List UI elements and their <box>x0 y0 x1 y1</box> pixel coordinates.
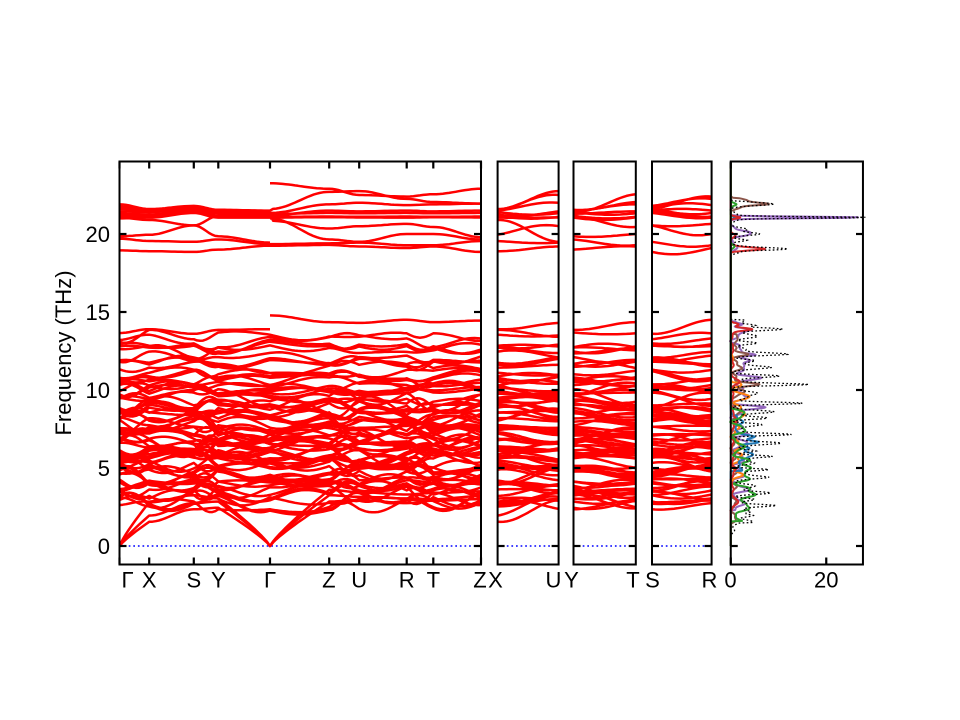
svg-text:0: 0 <box>98 534 110 559</box>
svg-text:20: 20 <box>814 568 838 593</box>
svg-text:Y: Y <box>564 568 579 593</box>
svg-text:R: R <box>702 568 718 593</box>
svg-text:Γ: Γ <box>264 568 276 593</box>
svg-text:U: U <box>546 568 562 593</box>
svg-text:T: T <box>626 568 639 593</box>
svg-text:S: S <box>186 568 201 593</box>
svg-text:5: 5 <box>98 456 110 481</box>
svg-text:Γ: Γ <box>121 568 133 593</box>
svg-text:U: U <box>351 568 367 593</box>
svg-text:S: S <box>645 568 660 593</box>
svg-text:20: 20 <box>86 222 110 247</box>
svg-text:15: 15 <box>86 300 110 325</box>
svg-text:Z: Z <box>473 568 486 593</box>
svg-text:0: 0 <box>724 568 736 593</box>
svg-text:X: X <box>142 568 157 593</box>
svg-text:Z: Z <box>322 568 335 593</box>
svg-text:10: 10 <box>86 378 110 403</box>
svg-text:Y: Y <box>211 568 226 593</box>
svg-text:T: T <box>427 568 440 593</box>
svg-text:R: R <box>399 568 415 593</box>
svg-text:X: X <box>488 568 503 593</box>
svg-text:Frequency (THz): Frequency (THz) <box>51 270 76 435</box>
